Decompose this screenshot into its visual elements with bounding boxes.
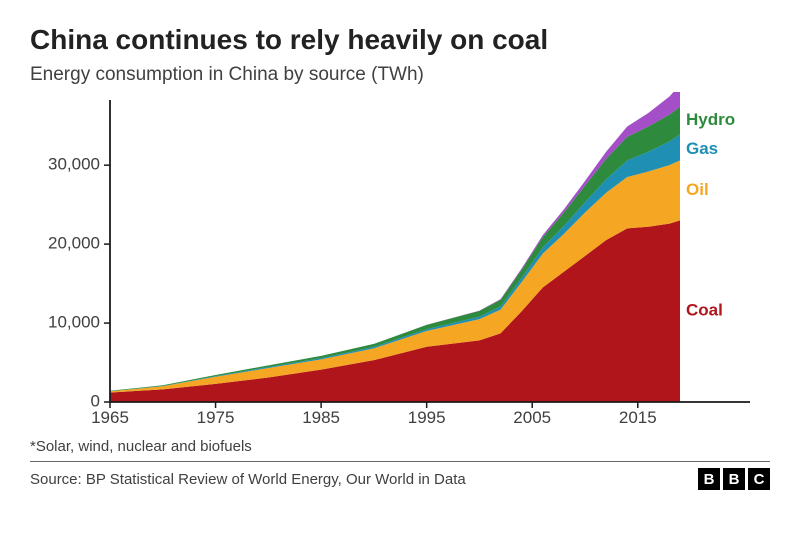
x-tick-label: 1985 xyxy=(302,408,340,427)
chart-subtitle: Energy consumption in China by source (T… xyxy=(30,64,770,86)
bbc-logo: B B C xyxy=(698,468,770,490)
x-tick-label: 1975 xyxy=(197,408,235,427)
chart-title: China continues to rely heavily on coal xyxy=(30,24,770,56)
x-tick-label: 1995 xyxy=(408,408,446,427)
stacked-area-chart: 010,00020,00030,000196519751985199520052… xyxy=(30,92,770,432)
bbc-logo-letter: C xyxy=(748,468,770,490)
footnote-block: *Solar, wind, nuclear and biofuels xyxy=(30,438,770,462)
y-tick-label: 20,000 xyxy=(48,234,100,253)
series-label-coal: Coal xyxy=(686,301,723,320)
series-label-oil: Oil xyxy=(686,180,709,199)
source-text: Source: BP Statistical Review of World E… xyxy=(30,471,466,488)
chart-plot-area: 010,00020,00030,000196519751985199520052… xyxy=(30,92,770,432)
x-tick-label: 2015 xyxy=(619,408,657,427)
chart-footnote: *Solar, wind, nuclear and biofuels xyxy=(30,438,770,455)
x-tick-label: 2005 xyxy=(513,408,551,427)
y-tick-label: 10,000 xyxy=(48,313,100,332)
y-tick-label: 30,000 xyxy=(48,155,100,174)
bbc-logo-letter: B xyxy=(723,468,745,490)
bbc-logo-letter: B xyxy=(698,468,720,490)
series-label-hydro: Hydro xyxy=(686,110,735,129)
series-label-gas: Gas xyxy=(686,139,718,158)
x-tick-label: 1965 xyxy=(91,408,129,427)
chart-container: China continues to rely heavily on coal … xyxy=(0,0,800,500)
source-row: Source: BP Statistical Review of World E… xyxy=(30,468,770,490)
